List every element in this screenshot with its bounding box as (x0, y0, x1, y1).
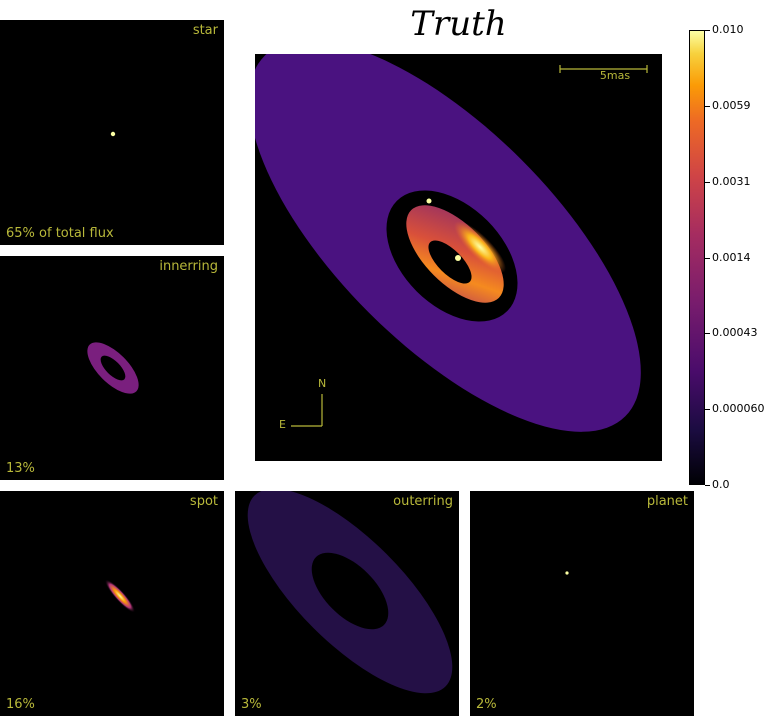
compass-north-label: N (318, 377, 327, 390)
colorbar-tick-label: 0.0031 (712, 174, 751, 188)
colorbar-tick-mark (705, 181, 710, 183)
colorbar-tick-label: 0.00043 (712, 326, 758, 340)
colorbar-tick-label: 0.0014 (712, 250, 751, 264)
colorbar-tick-mark (705, 333, 710, 335)
figure-title: Truth (410, 4, 507, 44)
innerring-image (87, 342, 139, 394)
outerring-panel-label: outerring (393, 494, 453, 509)
colorbar-tick-label: 0.0059 (712, 98, 751, 112)
innerring-panel-label: innerring (159, 259, 218, 274)
spot-panel: spot 16% (0, 491, 224, 716)
innerring-panel: innerring 13% (0, 256, 224, 480)
innerring-flux-label: 13% (6, 461, 35, 476)
colorbar-tick-label: 0.010 (712, 23, 744, 36)
colorbar-tick-mark (705, 257, 710, 259)
colorbar-tick-label: 0.0 (712, 478, 730, 491)
spot-flux-label: 16% (6, 697, 35, 712)
planet-panel-label: planet (646, 494, 688, 509)
colorbar-tick-mark (705, 409, 710, 411)
scalebar-label: 5mas (599, 69, 631, 82)
colorbar-tick-mark (705, 105, 710, 107)
star-panel: star 65% of total flux (0, 20, 224, 245)
truth-image (255, 54, 648, 432)
compass-east-label: E (279, 418, 286, 431)
colorbar-tick-mark (705, 30, 710, 31)
truth-image-panel: 5mas N E (255, 54, 662, 461)
star-flux-label: 65% of total flux (6, 226, 114, 241)
spot-image (104, 579, 136, 613)
star-panel-label: star (192, 23, 218, 38)
planet-image (565, 571, 569, 575)
star-image (110, 131, 116, 137)
outerring-flux-label: 3% (241, 697, 262, 712)
planet-panel: planet 2% (470, 491, 694, 716)
colorbar-tick-mark (705, 485, 710, 486)
outerring-panel: outerring 3% (235, 491, 459, 716)
planet-flux-label: 2% (476, 697, 497, 712)
spot-panel-label: spot (189, 494, 218, 509)
colorbar-tick-label: 0.000060 (712, 402, 765, 416)
outerring-image (247, 491, 453, 694)
colorbar (689, 30, 705, 485)
